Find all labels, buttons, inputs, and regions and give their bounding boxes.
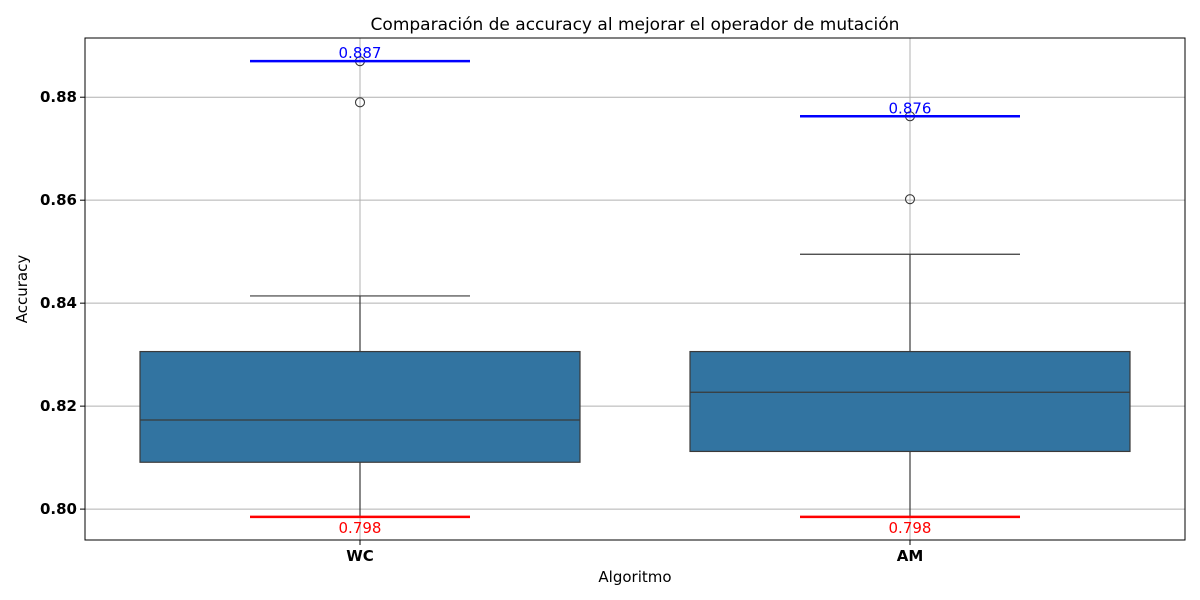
max-label-am: 0.876 (889, 99, 932, 117)
y-tick-label: 0.86 (40, 191, 77, 209)
min-label-am: 0.798 (889, 519, 932, 537)
x-axis-label: Algoritmo (598, 568, 671, 586)
x-axis-ticks: WC AM (346, 540, 923, 565)
outlier-point (904, 194, 916, 205)
box-plots (139, 56, 1131, 518)
y-axis-ticks: 0.80 0.82 0.84 0.86 0.88 (40, 88, 85, 518)
y-axis-label: Accuracy (13, 255, 31, 324)
box-wc (139, 56, 581, 518)
annotations: 0.887 0.798 0.876 0.798 (250, 44, 1020, 537)
chart-title: Comparación de accuracy al mejorar el op… (371, 15, 900, 35)
box-body (689, 350, 1131, 453)
x-tick-label: AM (897, 547, 924, 565)
grid-lines (85, 38, 1185, 540)
box-body (139, 350, 581, 463)
plot-frame (84, 37, 1186, 541)
outlier-point (354, 97, 366, 108)
y-tick-label: 0.84 (40, 294, 77, 312)
min-label-wc: 0.798 (339, 519, 382, 537)
y-tick-label: 0.88 (40, 88, 77, 106)
y-tick-label: 0.82 (40, 397, 77, 415)
max-label-wc: 0.887 (339, 44, 382, 62)
x-tick-label: WC (346, 547, 374, 565)
y-tick-label: 0.80 (40, 500, 77, 518)
